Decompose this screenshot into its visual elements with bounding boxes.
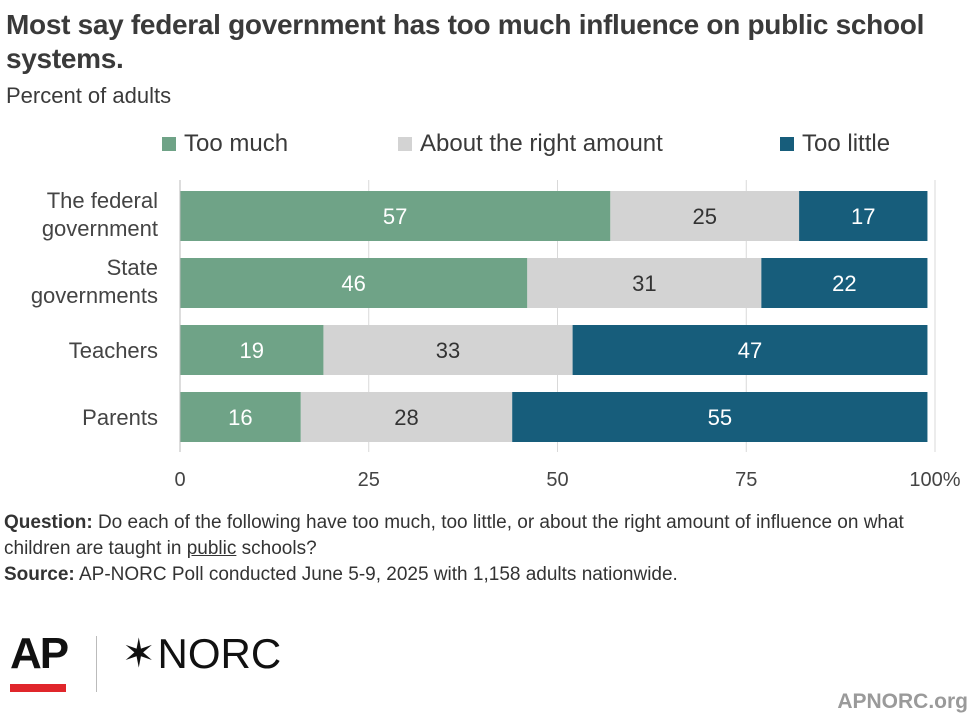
bar-segment-1-2 [761, 258, 928, 308]
bar-segment-2-1 [323, 325, 573, 375]
category-label-line: government [42, 216, 158, 241]
ap-logo: AP [10, 629, 69, 678]
bar-value-label-3-0: 16 [228, 405, 252, 430]
norc-logo: ✶ NORC [122, 630, 282, 677]
question-note: Question: Do each of the following have … [4, 510, 964, 562]
category-label-line: The federal [47, 188, 158, 213]
site-url: APNORC.org [837, 690, 968, 713]
bar-segment-2-0 [180, 325, 324, 375]
legend-label-about-right: About the right amount [420, 130, 663, 157]
bar-segment-0-0 [180, 191, 611, 241]
bar-segment-1-0 [180, 258, 528, 308]
legend-swatch-too-much [162, 137, 176, 151]
bar-value-label-3-2: 55 [708, 405, 732, 430]
x-tick-label-1: 25 [358, 469, 380, 491]
x-tick-label-3: 75 [735, 469, 757, 491]
bar-segment-2-2 [572, 325, 928, 375]
bar-value-label-0-2: 17 [851, 204, 875, 229]
question-underlined: public [186, 538, 237, 559]
source-label: Source: [4, 564, 75, 585]
norc-star-icon: ✶ [122, 632, 156, 676]
legend-swatch-too-little [780, 137, 794, 151]
source-note: Source: AP-NORC Poll conducted June 5-9,… [4, 562, 964, 588]
bar-value-label-1-1: 31 [632, 271, 656, 296]
bar-value-label-1-2: 22 [832, 271, 856, 296]
ap-logo-underline [10, 684, 66, 692]
chart-notes: Question: Do each of the following have … [4, 510, 964, 588]
bar-value-label-2-2: 47 [738, 338, 762, 363]
legend-label-too-much: Too much [184, 130, 289, 157]
category-label-2: Teachers [69, 338, 158, 363]
legend-item-about-right: About the right amount [398, 130, 663, 158]
bar-segment-0-1 [610, 191, 800, 241]
norc-logo-text: NORC [157, 630, 282, 677]
category-label-3: Parents [82, 405, 158, 430]
legend-item-too-much: Too much [162, 130, 288, 158]
question-text-1: Do each of the following have too much, … [4, 512, 904, 559]
bar-segment-3-2 [512, 392, 928, 442]
bar-segment-1-1 [527, 258, 762, 308]
bar-segment-3-1 [300, 392, 513, 442]
category-label-line: governments [31, 283, 158, 308]
category-label-1: State governments [31, 255, 158, 308]
x-tick-label-0: 0 [174, 469, 185, 491]
question-text-2: schools? [236, 538, 317, 559]
bar-value-label-2-0: 19 [239, 338, 263, 363]
chart-title: Most say federal government has too much… [6, 9, 925, 74]
legend-swatch-about-right [398, 137, 412, 151]
bar-value-label-2-1: 33 [436, 338, 460, 363]
bar-segment-3-0 [180, 392, 301, 442]
logo-divider [96, 636, 97, 692]
source-text: AP-NORC Poll conducted June 5-9, 2025 wi… [74, 564, 678, 585]
stacked-bar-chart: 0 25 50 75 100% The federal government 57 25 17 St… [31, 180, 961, 491]
bar-value-label-0-0: 57 [383, 204, 407, 229]
question-label: Question: [4, 512, 93, 533]
x-tick-label-4: 100% [909, 469, 960, 491]
bar-value-label-1-0: 46 [341, 271, 365, 296]
category-label-0: The federal government [42, 188, 158, 241]
legend-label-too-little: Too little [802, 130, 891, 157]
bar-segment-0-2 [799, 191, 928, 241]
category-label-line: State [107, 255, 158, 280]
legend-item-too-little: Too little [780, 130, 890, 158]
x-tick-label-2: 50 [546, 469, 568, 491]
bar-value-label-0-1: 25 [692, 204, 716, 229]
chart-subtitle: Percent of adults [6, 83, 172, 108]
bar-value-label-3-1: 28 [394, 405, 418, 430]
